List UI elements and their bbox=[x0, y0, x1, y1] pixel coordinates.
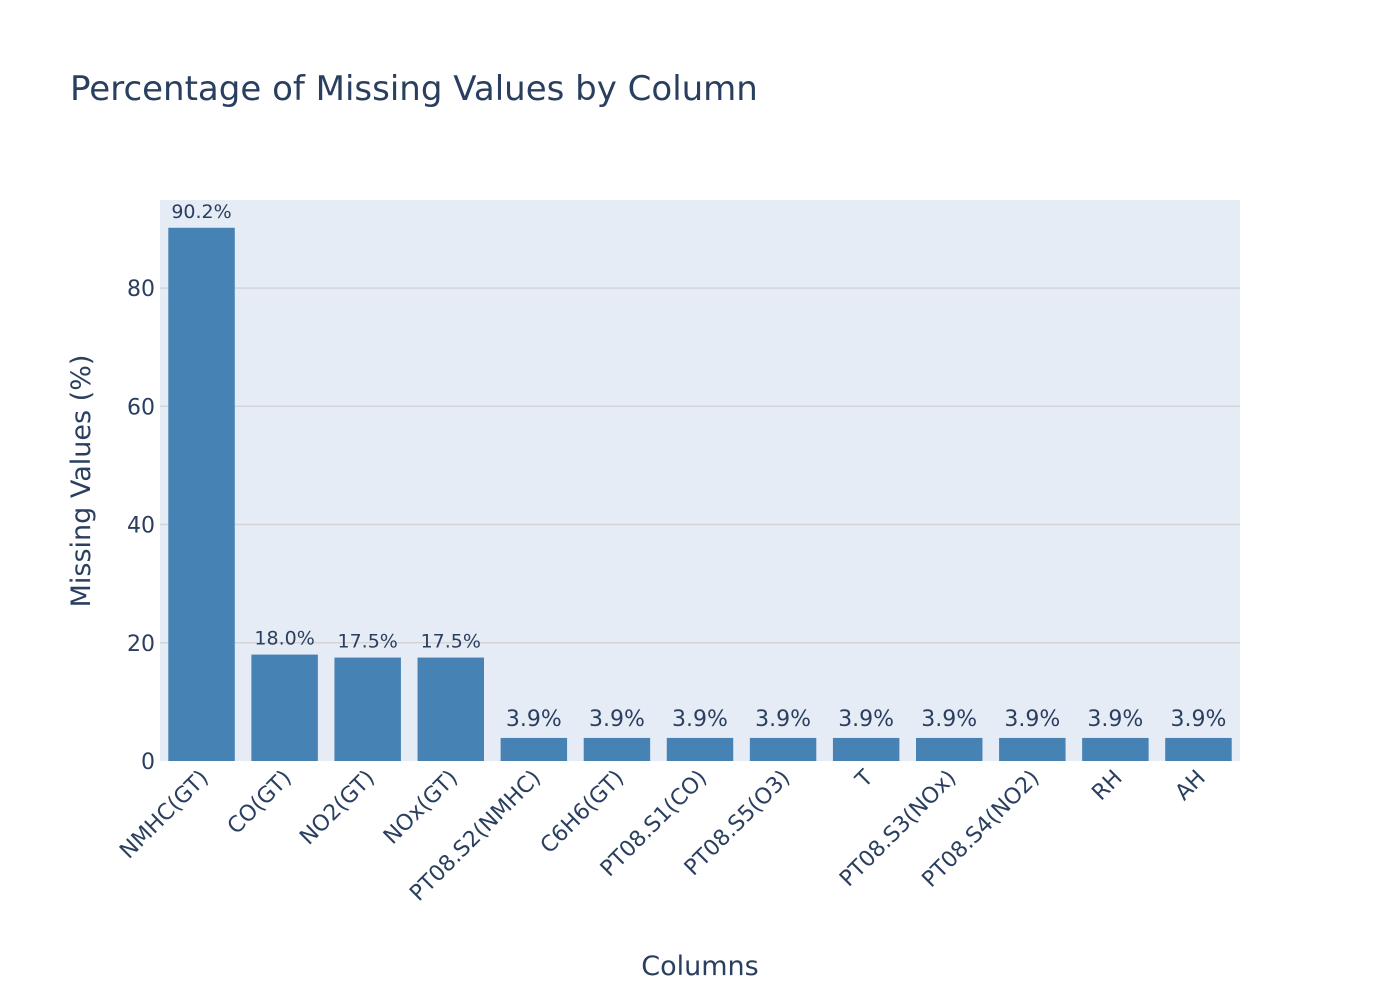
data-label: 3.9% bbox=[1004, 707, 1060, 732]
x-tick-label: AH bbox=[1171, 766, 1211, 806]
data-label: 17.5% bbox=[421, 631, 481, 653]
data-label: 3.9% bbox=[755, 707, 811, 732]
x-tick-label: NMHC(GT) bbox=[115, 766, 213, 864]
bar bbox=[999, 737, 1066, 761]
y-tick-label: 60 bbox=[127, 395, 155, 420]
bar bbox=[832, 737, 900, 761]
data-label: 3.9% bbox=[921, 707, 977, 732]
bar bbox=[1165, 737, 1232, 761]
y-tick-label: 20 bbox=[127, 632, 155, 657]
x-tick-label: T bbox=[850, 765, 878, 793]
plot-area bbox=[160, 200, 1240, 761]
bar bbox=[583, 737, 651, 761]
bar bbox=[417, 657, 484, 761]
x-tick-label: NO2(GT) bbox=[295, 766, 380, 851]
chart-title: Percentage of Missing Values by Column bbox=[70, 69, 758, 109]
data-label: 3.9% bbox=[1171, 707, 1227, 732]
bar bbox=[749, 737, 817, 761]
x-tick-label: RH bbox=[1087, 766, 1127, 806]
y-tick-label: 80 bbox=[127, 277, 155, 302]
y-axis-ticks: 0 20 40 60 80 bbox=[127, 277, 155, 775]
x-tick-label: CO(GT) bbox=[223, 766, 297, 840]
x-axis-title: Columns bbox=[641, 951, 758, 982]
bar bbox=[251, 654, 318, 761]
bar bbox=[1082, 737, 1149, 761]
y-tick-label: 0 bbox=[141, 750, 155, 775]
bar bbox=[334, 657, 401, 761]
data-label: 17.5% bbox=[338, 631, 398, 653]
gridlines bbox=[160, 287, 1240, 644]
data-label: 3.9% bbox=[838, 707, 894, 732]
x-tick-label: NOx(GT) bbox=[379, 766, 463, 850]
bar bbox=[168, 227, 235, 761]
bar bbox=[500, 737, 568, 761]
data-label: 3.9% bbox=[506, 707, 562, 732]
bar bbox=[916, 737, 983, 761]
data-label: 3.9% bbox=[672, 707, 728, 732]
data-label: 3.9% bbox=[589, 707, 645, 732]
y-axis-title: Missing Values (%) bbox=[66, 355, 97, 608]
data-labels: 90.2% 18.0% 17.5% 17.5% 3.9% 3.9% 3.9% 3.9% 3.9%… bbox=[171, 201, 1226, 732]
data-label: 18.0% bbox=[254, 628, 314, 650]
data-label: 90.2% bbox=[171, 201, 231, 223]
data-label: 3.9% bbox=[1087, 707, 1143, 732]
bars bbox=[168, 227, 1232, 761]
y-tick-label: 40 bbox=[127, 514, 155, 539]
x-axis-ticks: NMHC(GT) CO(GT)NO2(GT) NOx(GT)PT08.S2(NMHC… bbox=[115, 765, 1210, 906]
bar bbox=[666, 737, 734, 761]
